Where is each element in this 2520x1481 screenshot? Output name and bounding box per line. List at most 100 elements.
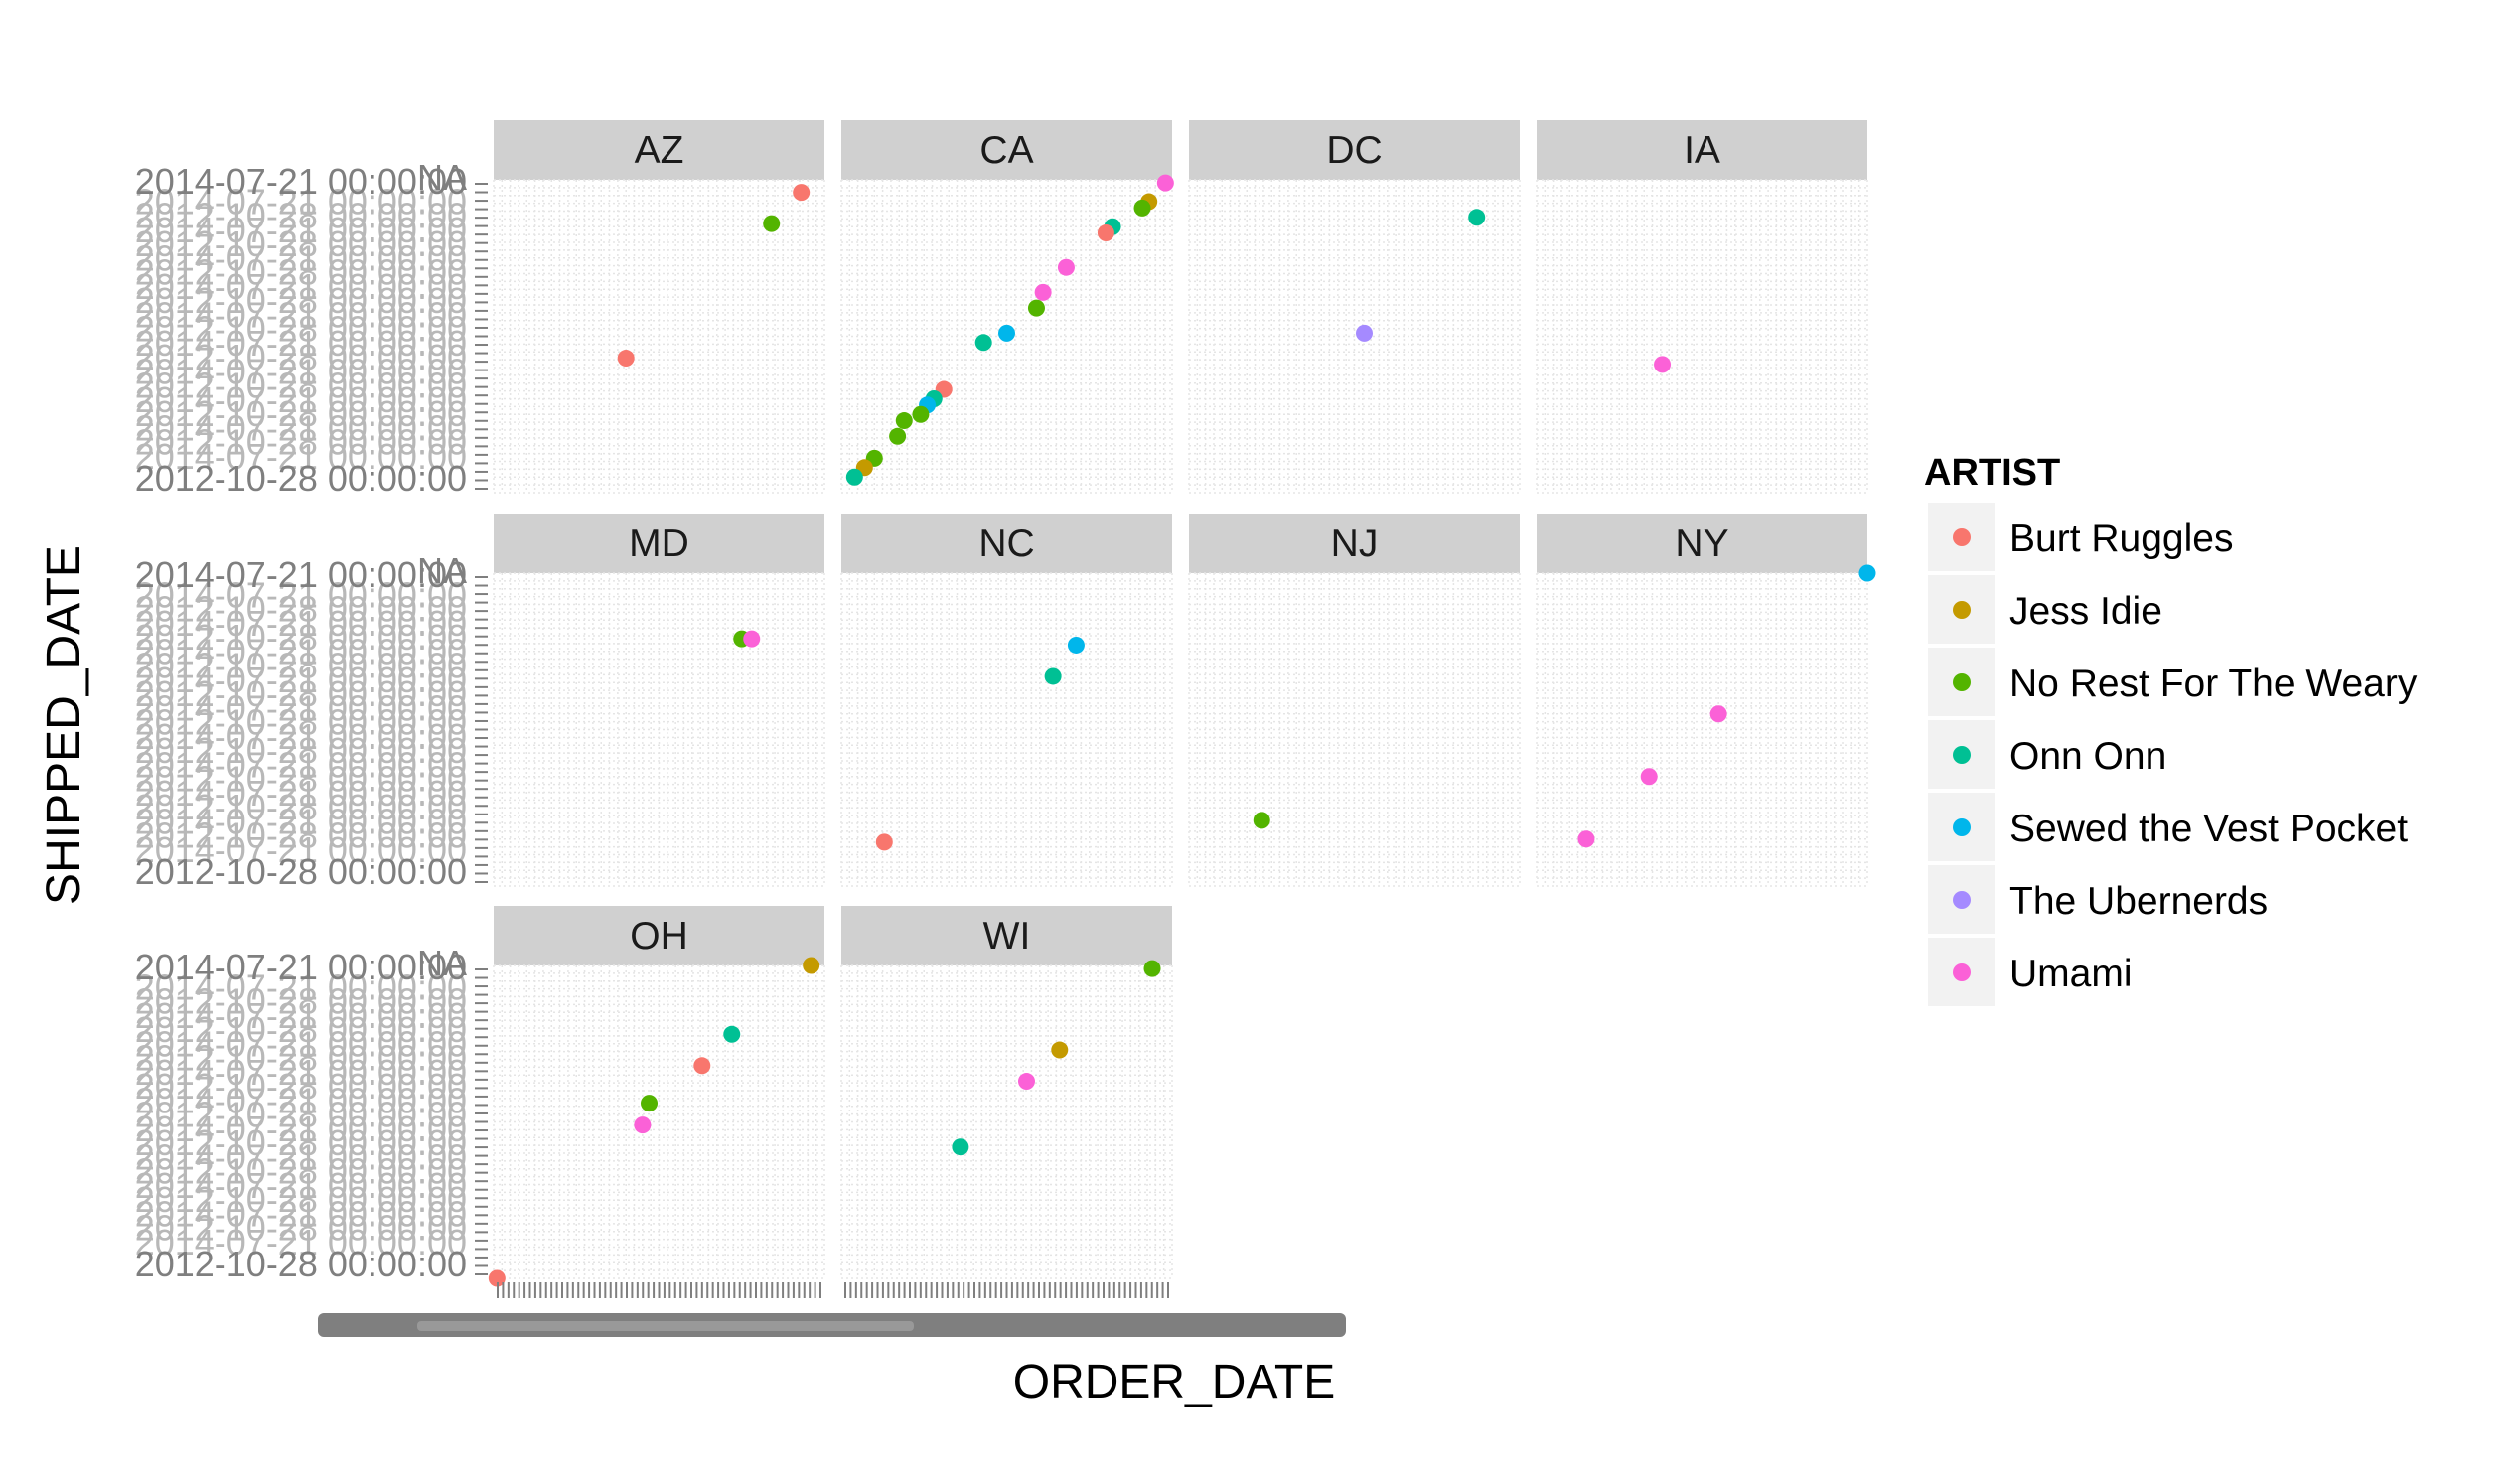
data-point: [875, 833, 893, 851]
data-point: [1044, 667, 1062, 685]
legend-swatch: [1953, 673, 1971, 691]
facet-strip-label: NC: [978, 522, 1034, 565]
data-point: [912, 405, 930, 423]
data-point: [693, 1057, 711, 1075]
y-tick-label-smear: 2014-07-21 00:00:00: [135, 1136, 467, 1177]
data-point: [1709, 705, 1727, 723]
facet-strip: [494, 514, 824, 573]
y-tick-label-smear: 2012-10-28 00:00:00: [135, 1038, 467, 1079]
data-point: [895, 412, 913, 430]
y-tick-label-smear: 2014-07-21 00:00:00: [135, 660, 467, 700]
facet-strip: [1189, 120, 1520, 180]
facet-strip-label: OH: [630, 915, 688, 958]
y-tick-label-top: 2014-07-21 00:00:00: [135, 947, 467, 987]
y-tick-label-smear: 2014-07-21 00:00:00: [135, 210, 467, 250]
data-point: [763, 215, 781, 232]
y-tick-label-smear: 2012-10-28 00:00:00: [135, 196, 467, 236]
legend-label: Sewed the Vest Pocket: [2009, 808, 2408, 850]
data-point: [1577, 830, 1595, 848]
y-tick-label-smear: 2014-07-21 00:00:00: [135, 436, 467, 477]
y-tick-label-smear: 2014-07-21 00:00:00: [135, 1052, 467, 1093]
facet-panel-dc: DC: [1188, 120, 1521, 494]
legend-title: ARTIST: [1924, 452, 2060, 494]
y-tick-label-smear: 2012-10-28 00:00:00: [135, 366, 467, 406]
x-tick-label-smear: [417, 1321, 914, 1331]
y-tick-label-smear: 2014-07-21 00:00:00: [135, 379, 467, 420]
y-tick-label-smear: 2012-10-28 00:00:00: [135, 1122, 467, 1163]
facet-strip: [494, 120, 824, 180]
y-tick-label-smear: 2014-07-21 00:00:00: [135, 1193, 467, 1234]
facet-strip: [841, 120, 1172, 180]
y-tick-label-bottom: 2012-10-28 00:00:00: [135, 1244, 467, 1284]
legend-item: Jess Idie: [1928, 575, 2162, 644]
y-tick-label-smear: 2014-07-21 00:00:00: [135, 574, 467, 615]
data-point: [1253, 812, 1270, 829]
y-tick-label-smear: 2014-07-21 00:00:00: [135, 237, 467, 278]
facet-panel-ia: IA: [1536, 120, 1868, 494]
y-tick-label-bottom: 2012-10-28 00:00:00: [135, 851, 467, 892]
y-tick-label-smear: 2014-07-21 00:00:00: [135, 1109, 467, 1149]
x-tick-label-overlap: [318, 1313, 1346, 1337]
legend-label: No Rest For The Weary: [2009, 663, 2418, 705]
y-tick-label-smear: 2012-10-28 00:00:00: [135, 589, 467, 630]
facet-panel-ny: NY: [1536, 514, 1876, 887]
y-tick-label-na: NA: [417, 550, 467, 591]
y-tick-label-smear: 2012-10-28 00:00:00: [135, 309, 467, 350]
y-tick-label-smear: 2012-10-28 00:00:00: [135, 1208, 467, 1249]
y-tick-label-smear: 2012-10-28 00:00:00: [135, 787, 467, 827]
legend: ARTIST Burt Ruggles Jess Idie No Rest For T…: [1924, 452, 2418, 1006]
data-point: [1097, 224, 1114, 242]
data-point: [1143, 960, 1161, 977]
legend-item: Sewed the Vest Pocket: [1928, 793, 2408, 861]
y-tick-label-smear: 2012-10-28 00:00:00: [135, 1179, 467, 1220]
legend-swatch: [1953, 963, 1971, 981]
legend-label: Umami: [2009, 953, 2133, 995]
x-axis-ticks: [497, 1282, 821, 1298]
facet-strip: [1189, 514, 1520, 573]
y-tick-label-smear: 2012-10-28 00:00:00: [135, 759, 467, 800]
facet-strip-label: NJ: [1331, 522, 1379, 565]
legend-label: Jess Idie: [2009, 590, 2162, 633]
y-tick-label-smear: 2014-07-21 00:00:00: [135, 1023, 467, 1064]
y-tick-label-smear: 2014-07-21 00:00:00: [135, 829, 467, 870]
y-tick-label-na: NA: [417, 157, 467, 198]
facet-strip-label: WI: [983, 915, 1031, 958]
y-tick-label-bottom: 2012-10-28 00:00:00: [135, 458, 467, 499]
facet-panel-md: MD: [493, 514, 825, 887]
facet-panel-wi: WI: [840, 906, 1173, 1279]
facet-panel-oh: OH: [488, 906, 825, 1287]
legend-swatch: [1953, 891, 1971, 909]
data-point: [1640, 768, 1658, 786]
data-point: [1858, 564, 1876, 582]
y-tick-label-smear: 2014-07-21 00:00:00: [135, 773, 467, 814]
y-tick-label-smear: 2012-10-28 00:00:00: [135, 393, 467, 434]
legend-swatch: [1953, 746, 1971, 764]
legend-item: The Ubernerds: [1928, 865, 2268, 934]
x-axis: ORDER_DATE: [318, 1282, 1346, 1408]
y-tick-label-top: 2014-07-21 00:00:00: [135, 161, 467, 202]
facet-strip-label: CA: [979, 129, 1033, 172]
facet-panel-nc: NC: [840, 514, 1173, 887]
facet-panel-az: AZ: [493, 120, 825, 494]
facet-panel-nj: NJ: [1188, 514, 1521, 887]
y-tick-label-smear: 2014-07-21 00:00:00: [135, 687, 467, 728]
data-point: [974, 334, 992, 352]
y-tick-label-smear: 2012-10-28 00:00:00: [135, 981, 467, 1022]
y-tick-label-smear: 2014-07-21 00:00:00: [135, 995, 467, 1036]
y-tick-label-smear: 2012-10-28 00:00:00: [135, 252, 467, 293]
data-point: [1067, 636, 1085, 654]
y-tick-label-smear: 2012-10-28 00:00:00: [135, 1095, 467, 1135]
facet-panel-ca: CA: [840, 120, 1174, 494]
y-tick-label-smear: 2014-07-21 00:00:00: [135, 1222, 467, 1262]
data-point: [1027, 299, 1045, 317]
data-point: [1654, 356, 1672, 373]
y-tick-label-smear: 2012-10-28 00:00:00: [135, 815, 467, 856]
y-tick-label-smear: 2012-10-28 00:00:00: [135, 337, 467, 377]
data-point: [889, 427, 907, 445]
facet-strip: [1537, 120, 1867, 180]
data-point: [1468, 209, 1486, 226]
